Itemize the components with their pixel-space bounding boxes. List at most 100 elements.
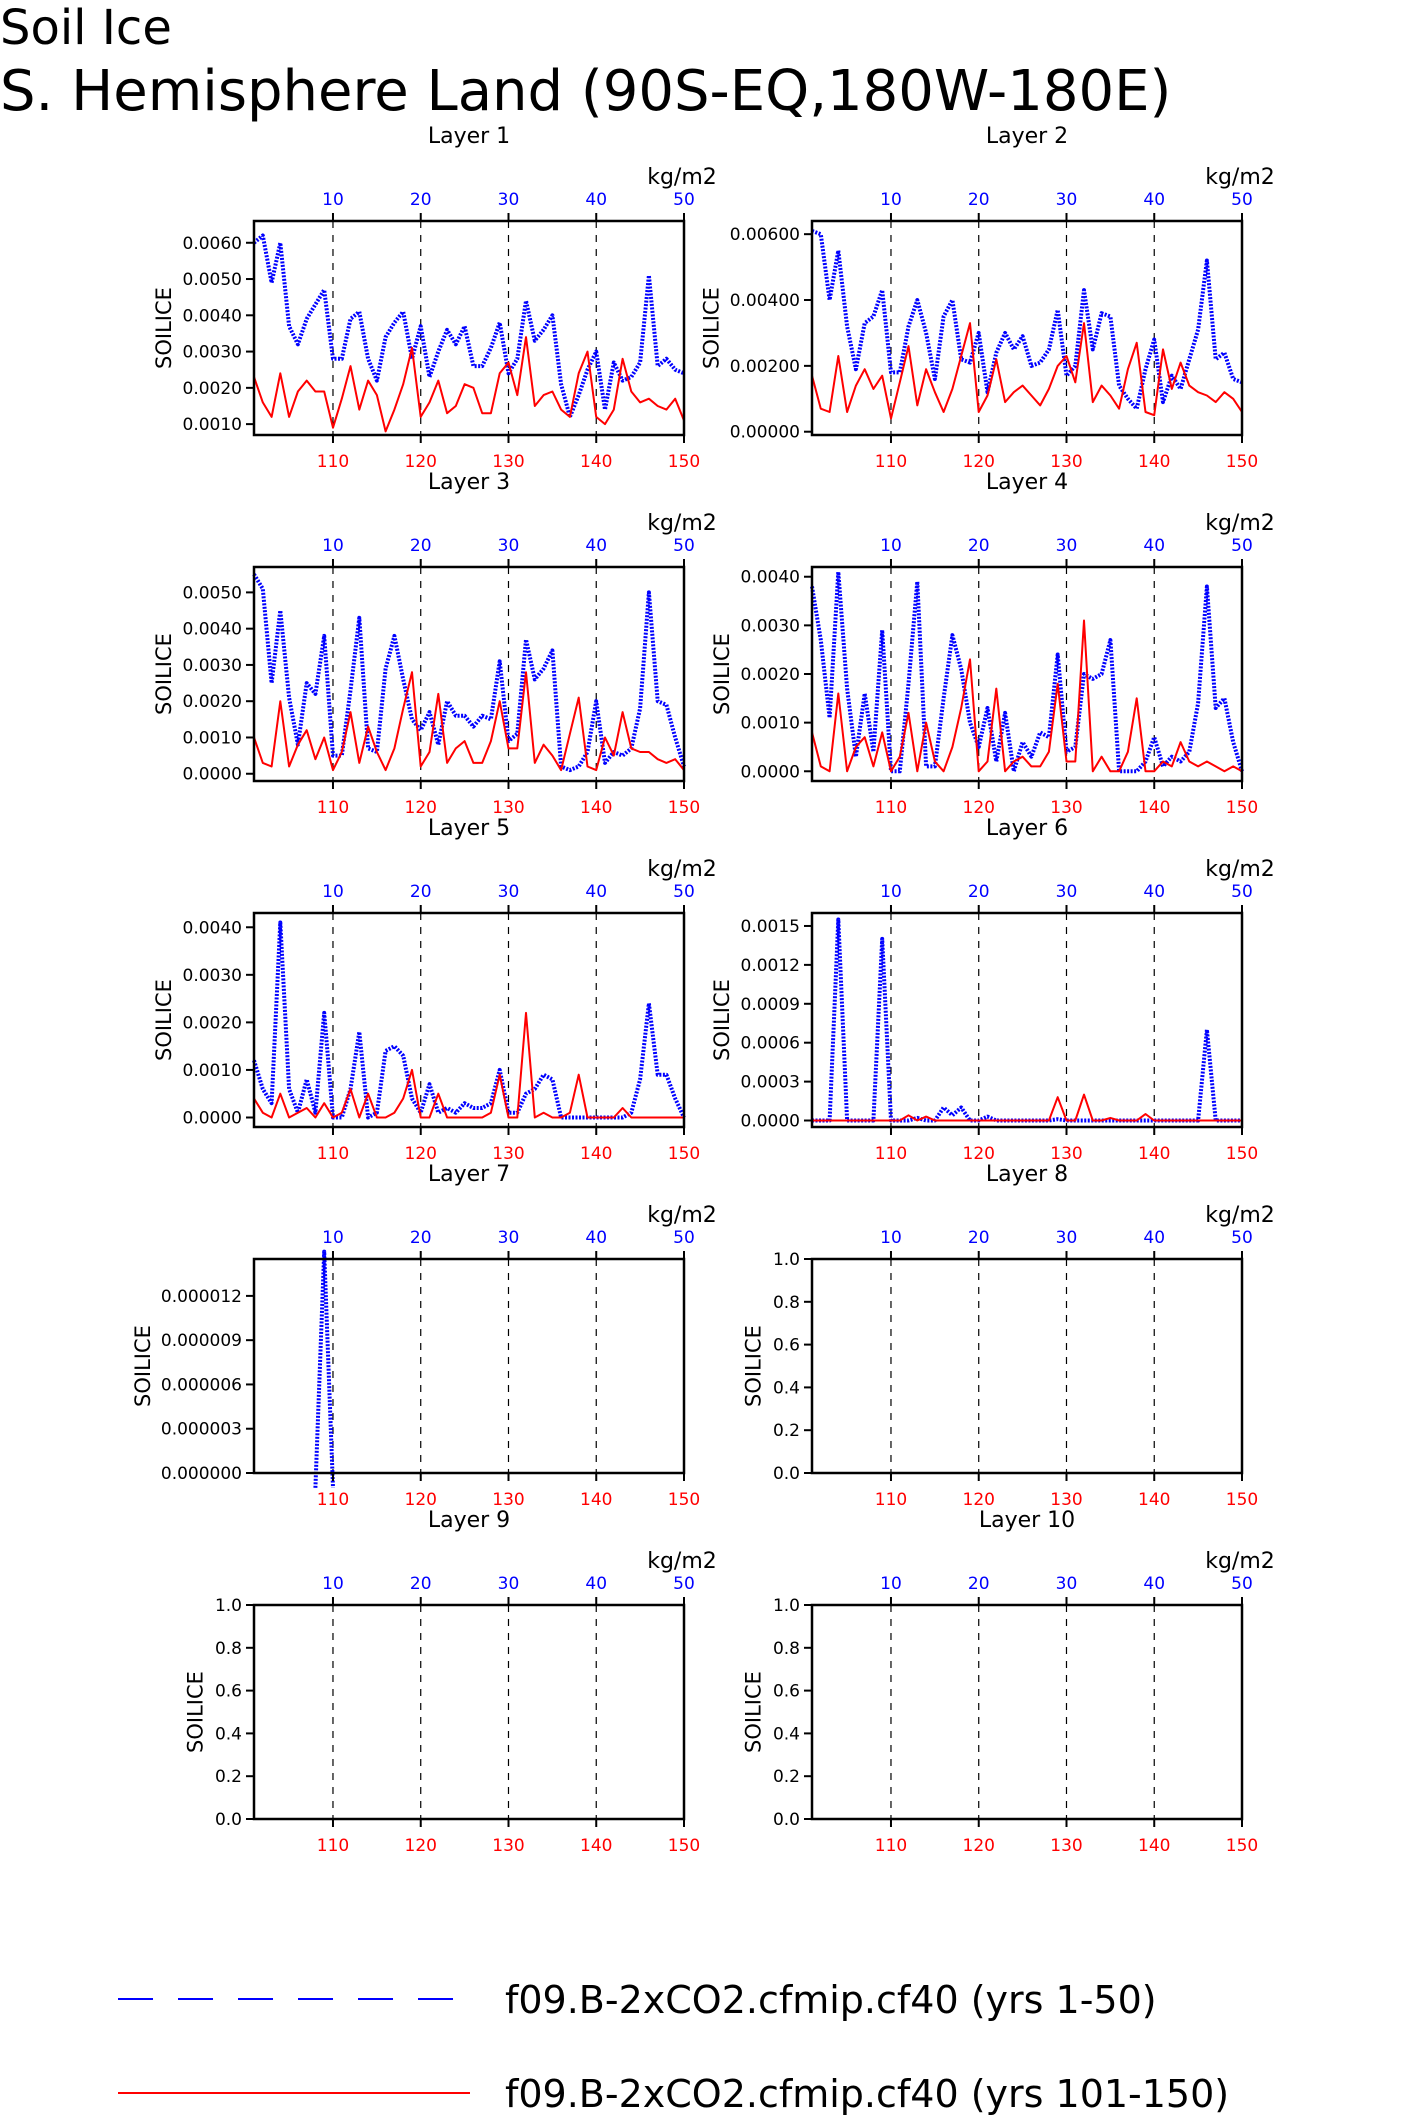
x-top-tick-label: 20 [968, 190, 990, 210]
x-top-tick-label: 20 [410, 882, 432, 902]
y-tick-label: 0.0 [773, 1464, 800, 1484]
panel-layer-3: Layer 3 kg/m2 0.0000 0.0010 0.0020 0.0030 0.00… [152, 470, 717, 818]
legend: f09.B-2xCO2.cfmip.cf40 (yrs 1-50) f09.B-2… [118, 1978, 1229, 2116]
x-top-tick-label: 20 [410, 536, 432, 556]
y-tick-label: 0.6 [215, 1682, 242, 1702]
x-top-tick-label: 20 [410, 1228, 432, 1248]
y-tick-label: 0.0000 [741, 1112, 800, 1132]
panel-title: Layer 8 [986, 1162, 1068, 1187]
top-axis-unit: kg/m2 [1205, 511, 1275, 536]
x-bottom-tick-label: 110 [875, 1144, 907, 1164]
x-top-tick-label: 40 [585, 1574, 607, 1594]
x-top-tick-label: 30 [498, 1228, 520, 1248]
x-bottom-tick-label: 130 [492, 1490, 524, 1510]
y-tick-label: 0.2 [215, 1767, 242, 1787]
plot-frame [810, 911, 1244, 1129]
y-tick-label: 0.0010 [183, 1061, 242, 1081]
y-tick-label: 0.00000 [730, 423, 800, 443]
x-top-tick-label: 50 [673, 190, 695, 210]
x-top-tick-label: 10 [322, 1574, 344, 1594]
x-bottom-tick-label: 130 [1050, 452, 1082, 472]
y-tick-label: 0.000009 [161, 1331, 242, 1351]
legend-item-1: f09.B-2xCO2.cfmip.cf40 (yrs 1-50) [118, 1978, 1157, 2022]
panel-layer-1: Layer 1 kg/m2 0.0010 0.0020 0.0030 0.0040 0.00… [152, 124, 717, 472]
y-tick-label: 0.4 [773, 1724, 800, 1744]
y-tick-label: 0.0010 [741, 714, 800, 734]
y-tick-label: 0.0040 [183, 620, 242, 640]
top-axis-unit: kg/m2 [1205, 165, 1275, 190]
y-tick-label: 0.000000 [161, 1464, 242, 1484]
x-bottom-tick-label: 150 [1226, 452, 1258, 472]
y-tick-label: 0.0050 [183, 583, 242, 603]
y-tick-label: 0.0020 [183, 692, 242, 712]
x-top-tick-label: 50 [1231, 1228, 1253, 1248]
x-bottom-tick-label: 120 [405, 1144, 437, 1164]
x-bottom-tick-label: 120 [963, 1490, 995, 1510]
y-tick-label: 0.0000 [183, 765, 242, 785]
x-top-tick-label: 10 [880, 882, 902, 902]
y-tick-label: 0.000006 [161, 1375, 242, 1395]
y-tick-label: 0.0030 [741, 616, 800, 636]
x-bottom-tick-label: 110 [875, 798, 907, 818]
panel-grid: Layer 1kg/m20.00100.00200.00300.00400.00… [131, 124, 1275, 1856]
x-top-tick-label: 30 [1056, 1228, 1078, 1248]
y-tick-label: 1.0 [773, 1596, 800, 1616]
panel-title: Layer 9 [428, 1508, 510, 1533]
series-line-yrs-1-50 [252, 573, 686, 773]
figure-subtitle: S. Hemisphere Land (90S-EQ,180W-180E) [0, 59, 1171, 124]
x-top-tick-label: 20 [968, 1228, 990, 1248]
x-bottom-tick-label: 150 [1226, 798, 1258, 818]
series-line-yrs-1-50 [810, 569, 1244, 774]
plot-frame [810, 219, 1244, 437]
y-axis-label: SOILICE [710, 979, 734, 1061]
x-bottom-tick-label: 150 [668, 452, 700, 472]
legend-label: f09.B-2xCO2.cfmip.cf40 (yrs 1-50) [505, 1978, 1157, 2022]
x-bottom-tick-label: 110 [317, 1490, 349, 1510]
x-top-tick-label: 40 [1143, 190, 1165, 210]
x-top-tick-label: 10 [322, 190, 344, 210]
panel-title: Layer 3 [428, 470, 510, 495]
y-axis-label: SOILICE [700, 287, 724, 369]
series-line-yrs-1-50 [313, 1249, 335, 1488]
x-top-tick-label: 10 [880, 190, 902, 210]
x-bottom-tick-label: 130 [492, 452, 524, 472]
x-bottom-tick-label: 130 [1050, 798, 1082, 818]
y-tick-label: 0.0020 [183, 379, 242, 399]
x-top-tick-label: 50 [673, 882, 695, 902]
series-line-yrs-101-150 [253, 336, 685, 433]
plot-frame [252, 219, 686, 437]
x-top-tick-label: 30 [498, 536, 520, 556]
y-tick-label: 0.6 [773, 1336, 800, 1356]
panel-title: Layer 6 [986, 816, 1068, 841]
x-top-tick-label: 30 [498, 190, 520, 210]
x-bottom-tick-label: 110 [317, 452, 349, 472]
series-line-yrs-101-150 [812, 1093, 1242, 1122]
series-line-yrs-1-50 [252, 920, 686, 1120]
x-bottom-tick-label: 140 [1138, 452, 1170, 472]
plot-frame [252, 1257, 686, 1475]
panel-layer-10: Layer 10 kg/m2 0.0 0.2 0.4 0.6 0.8 1.0 SOILICE 11… [742, 1508, 1275, 1856]
x-bottom-tick-label: 120 [405, 1490, 437, 1510]
x-top-tick-label: 40 [585, 1228, 607, 1248]
y-axis-label: SOILICE [742, 1671, 766, 1753]
y-tick-label: 0.2 [773, 1767, 800, 1787]
panel-title: Layer 2 [986, 124, 1068, 149]
y-axis-label: SOILICE [742, 1325, 766, 1407]
panel-title: Layer 10 [979, 1508, 1075, 1533]
series-line-yrs-1-50 [812, 917, 1242, 1123]
x-bottom-tick-label: 140 [580, 1490, 612, 1510]
x-top-tick-label: 50 [1231, 882, 1253, 902]
x-top-tick-label: 50 [673, 536, 695, 556]
y-tick-label: 0.0010 [183, 728, 242, 748]
x-bottom-tick-label: 140 [580, 798, 612, 818]
panel-title: Layer 4 [986, 470, 1068, 495]
x-bottom-tick-label: 130 [492, 798, 524, 818]
y-tick-label: 0.0040 [741, 568, 800, 588]
panel-layer-6: Layer 6 kg/m2 0.0000 0.0003 0.0006 0.0009 0.00… [710, 816, 1275, 1164]
y-tick-label: 0.8 [215, 1639, 242, 1659]
plot-frame [252, 565, 686, 783]
x-bottom-tick-label: 110 [317, 798, 349, 818]
x-bottom-tick-label: 150 [668, 798, 700, 818]
y-tick-label: 0.00400 [730, 291, 800, 311]
x-bottom-tick-label: 130 [1050, 1490, 1082, 1510]
